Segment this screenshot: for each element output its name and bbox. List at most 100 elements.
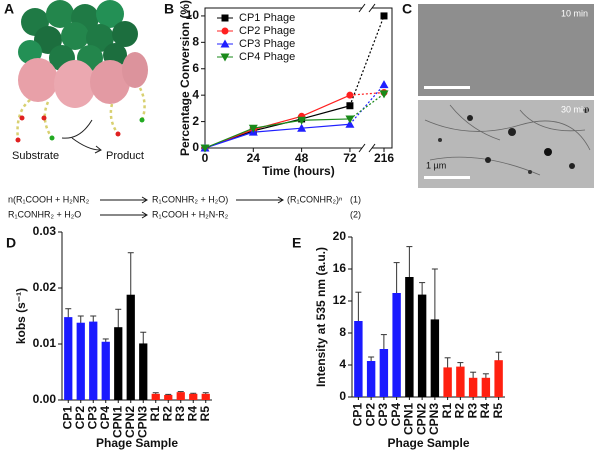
arrow-head: [141, 196, 148, 204]
x-tick-label: CP2: [73, 406, 87, 430]
marker: [200, 144, 210, 153]
marker: [345, 119, 355, 128]
arrow-head: [277, 196, 284, 204]
y-tick-label: 2: [192, 114, 199, 128]
series-line: [204, 105, 351, 149]
equation-tag: (2): [350, 209, 361, 219]
x-tick-label: CPN3: [135, 406, 149, 438]
x-tick-label: 72: [343, 151, 357, 165]
bar: [443, 367, 452, 397]
series-line: [204, 94, 351, 149]
marker: [297, 123, 307, 132]
equation-middle: R₁CONHR₂ + H₂O): [152, 194, 228, 204]
x-tick-label: 216: [374, 151, 394, 165]
bar: [417, 294, 427, 397]
marker: [345, 115, 355, 124]
y-tick-label: 12: [333, 293, 347, 307]
bar: [164, 394, 173, 400]
legend-label: CP3 Phage: [239, 38, 295, 50]
x-tick-label: 48: [295, 151, 309, 165]
bar: [366, 361, 376, 397]
substrate-label: Substrate: [12, 150, 59, 162]
y-tick-label: 0.02: [33, 280, 57, 294]
y-axis-label: kobs (s⁻¹): [14, 288, 28, 344]
x-tick-label: CPN2: [123, 406, 137, 438]
marker: [220, 39, 230, 48]
marker: [248, 124, 258, 133]
y-tick-label: 10: [186, 8, 200, 22]
axis-break: [368, 3, 376, 13]
bar: [64, 317, 73, 400]
panel-label: A: [4, 1, 14, 17]
y-tick-label: 0.00: [33, 392, 57, 406]
x-tick-label: CP3: [85, 406, 99, 430]
marker: [297, 116, 307, 125]
y-axis-label: Intensity at 535 nm (a.u.): [314, 247, 328, 387]
panel-label: E: [292, 235, 301, 251]
bar: [456, 366, 465, 397]
x-tick-label: CP1: [351, 403, 365, 427]
marker: [346, 102, 354, 110]
bar: [126, 294, 135, 400]
bar: [89, 321, 98, 400]
x-tick-label: R4: [478, 403, 492, 419]
bar: [430, 319, 440, 397]
x-tick-label: 0: [202, 151, 209, 165]
arrow-head: [141, 211, 148, 219]
bar: [176, 392, 185, 400]
axis-break-gap: [362, 145, 372, 151]
marker: [221, 14, 229, 22]
bar: [379, 349, 389, 397]
x-tick-label: R2: [453, 403, 467, 419]
x-tick-label: CP3: [376, 403, 390, 427]
equation-right: (R₁CONHR₂)ⁿ: [287, 194, 342, 204]
equation-left: R₁CONHR₂ + H₂O: [8, 209, 81, 219]
x-tick-label: R3: [465, 403, 479, 419]
bar: [114, 327, 123, 400]
bar: [354, 321, 363, 397]
x-tick-label: CP2: [363, 403, 377, 427]
panel-label: D: [6, 235, 16, 251]
bar: [481, 377, 491, 397]
y-tick-label: 0: [192, 140, 199, 154]
x-tick-label: R1: [440, 403, 454, 419]
x-axis-label: Time (hours): [262, 164, 334, 178]
bar: [405, 277, 414, 397]
series-line: [204, 123, 350, 149]
axis-break: [368, 143, 376, 153]
equation-left: n(R₁COOH + H₂NR₂: [8, 194, 90, 204]
y-tick-label: 6: [192, 61, 199, 75]
bar: [101, 341, 110, 400]
y-tick-label: 16: [333, 261, 347, 275]
x-tick-label: R4: [185, 406, 199, 422]
bar: [494, 360, 503, 397]
marker: [380, 12, 388, 20]
y-tick-label: 8: [339, 325, 346, 339]
panel-label: C: [402, 1, 412, 17]
axis-break: [358, 3, 366, 13]
bar: [189, 393, 198, 400]
y-axis-label: Percentage Conversion (%): [178, 0, 192, 156]
phage-illustration: [15, 0, 148, 154]
product-label: Product: [106, 150, 144, 162]
microscope-images: [418, 4, 594, 188]
bar: [76, 322, 85, 400]
x-tick-label: R1: [148, 406, 162, 422]
bar: [151, 393, 160, 400]
series-line: [204, 118, 350, 149]
y-tick-label: 0: [339, 389, 346, 403]
bar: [392, 293, 401, 397]
legend-label: CP4 Phage: [239, 51, 295, 63]
marker: [221, 27, 229, 35]
x-tick-label: 24: [247, 151, 261, 165]
y-axis-cover: [204, 8, 206, 148]
marker: [379, 80, 389, 89]
x-tick-label: CP4: [389, 403, 403, 427]
bar: [201, 393, 210, 400]
x-tick-label: R5: [491, 403, 505, 419]
axis-break: [358, 143, 366, 153]
x-tick-label: CPN3: [427, 403, 441, 435]
equation-middle: R₁COOH + H₂N-R₂: [152, 209, 229, 219]
x-tick-label: CPN1: [402, 403, 416, 435]
